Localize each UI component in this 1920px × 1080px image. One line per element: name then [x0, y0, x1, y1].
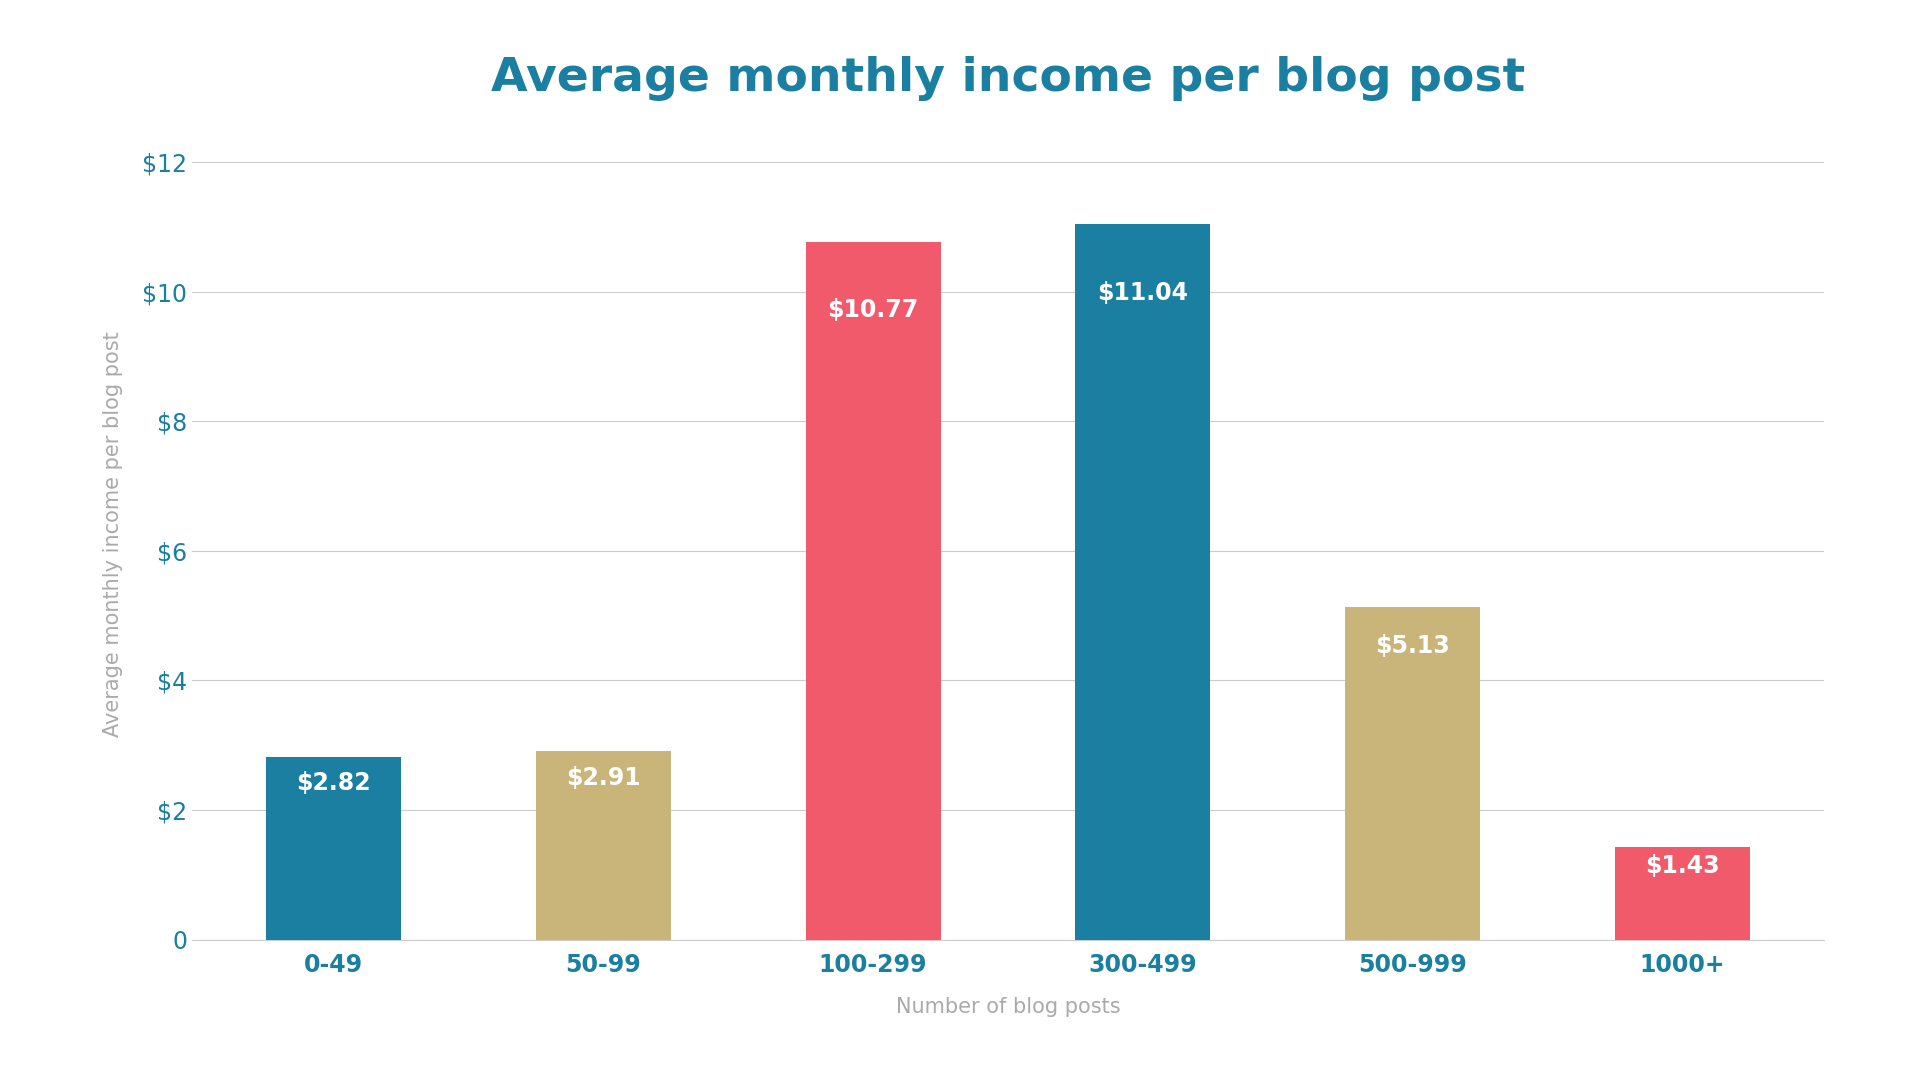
Bar: [1615, 847, 1749, 940]
Text: $5.13: $5.13: [1375, 634, 1450, 658]
Bar: [1075, 225, 1210, 940]
Text: $11.04: $11.04: [1098, 282, 1188, 306]
Text: $2.82: $2.82: [296, 771, 371, 796]
X-axis label: Number of blog posts: Number of blog posts: [897, 997, 1119, 1017]
Title: Average monthly income per blog post: Average monthly income per blog post: [492, 56, 1524, 100]
Bar: [1346, 607, 1480, 940]
Text: $10.77: $10.77: [828, 297, 920, 322]
Bar: [806, 242, 941, 940]
Text: $2.91: $2.91: [566, 766, 641, 791]
Text: $1.43: $1.43: [1645, 854, 1720, 878]
Y-axis label: Average monthly income per blog post: Average monthly income per blog post: [102, 332, 123, 738]
Bar: [267, 757, 401, 940]
Bar: [536, 751, 670, 940]
